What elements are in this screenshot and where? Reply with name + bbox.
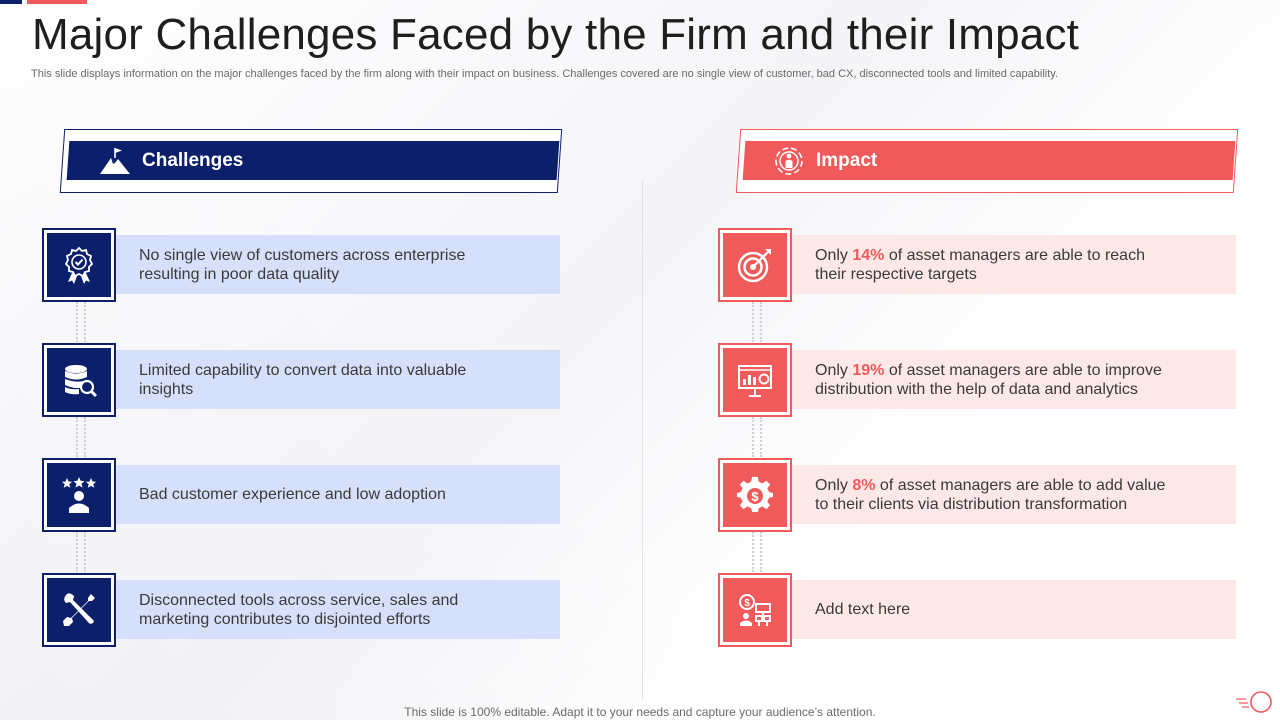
- impact-text: Only 14% of asset managers are able to r…: [815, 246, 1145, 283]
- rocket-circle-icon: [1234, 689, 1274, 715]
- impact-text: Add text here: [815, 601, 911, 618]
- challenge-text: Bad customer experience and low adoption: [139, 486, 446, 503]
- challenge-item-3: Bad customer experience and low adoption: [42, 458, 560, 532]
- mountain-flag-icon: [98, 144, 132, 178]
- impact-percentage: 19%: [852, 361, 885, 379]
- impact-banner: Impact: [735, 129, 1239, 193]
- connector-line: [752, 532, 762, 572]
- impact-text: Only 19% of asset managers are able to i…: [815, 361, 1162, 398]
- page-subtitle: This slide displays information on the m…: [31, 68, 1059, 80]
- impact-text: Only 8% of asset managers are able to ad…: [815, 476, 1166, 513]
- svg-text:$: $: [744, 598, 750, 609]
- challenges-heading: Challenges: [142, 149, 244, 171]
- customer-rating-icon: [47, 463, 111, 527]
- analytics-board-icon: [723, 348, 787, 412]
- svg-text:$: $: [751, 489, 759, 504]
- impact-item-2: Only 19% of asset managers are able to i…: [718, 343, 1236, 417]
- target-icon: [723, 233, 787, 297]
- impact-item-4: $ Add text here: [718, 573, 1236, 647]
- award-badge-icon: [47, 233, 111, 297]
- finance-network-icon: $: [723, 578, 787, 642]
- column-divider: [642, 180, 643, 700]
- challenge-text: Disconnected tools across service, sales…: [139, 591, 459, 628]
- person-target-icon: [772, 144, 806, 178]
- impact-percentage: 14%: [852, 246, 885, 264]
- challenge-text: Limited capability to convert data into …: [139, 361, 467, 398]
- tools-icon: [47, 578, 111, 642]
- challenge-item-1: No single view of customers across enter…: [42, 228, 560, 302]
- connector-line: [76, 417, 86, 457]
- footer-note: This slide is 100% editable. Adapt it to…: [404, 705, 876, 719]
- connector-line: [76, 532, 86, 572]
- connector-line: [752, 302, 762, 342]
- challenges-banner: Challenges: [59, 129, 563, 193]
- page-title: Major Challenges Faced by the Firm and t…: [32, 10, 1080, 59]
- challenge-item-2: Limited capability to convert data into …: [42, 343, 560, 417]
- connector-line: [752, 417, 762, 457]
- impact-item-3: $ Only 8% of asset managers are able to …: [718, 458, 1236, 532]
- accent-bar-coral: [27, 0, 87, 4]
- impact-percentage: 8%: [852, 476, 876, 494]
- impact-heading: Impact: [816, 149, 878, 171]
- accent-bar-navy: [0, 0, 22, 4]
- gear-dollar-icon: $: [723, 463, 787, 527]
- connector-line: [76, 302, 86, 342]
- database-search-icon: [47, 348, 111, 412]
- challenge-text: No single view of customers across enter…: [139, 246, 466, 283]
- challenge-item-4: Disconnected tools across service, sales…: [42, 573, 560, 647]
- impact-item-1: Only 14% of asset managers are able to r…: [718, 228, 1236, 302]
